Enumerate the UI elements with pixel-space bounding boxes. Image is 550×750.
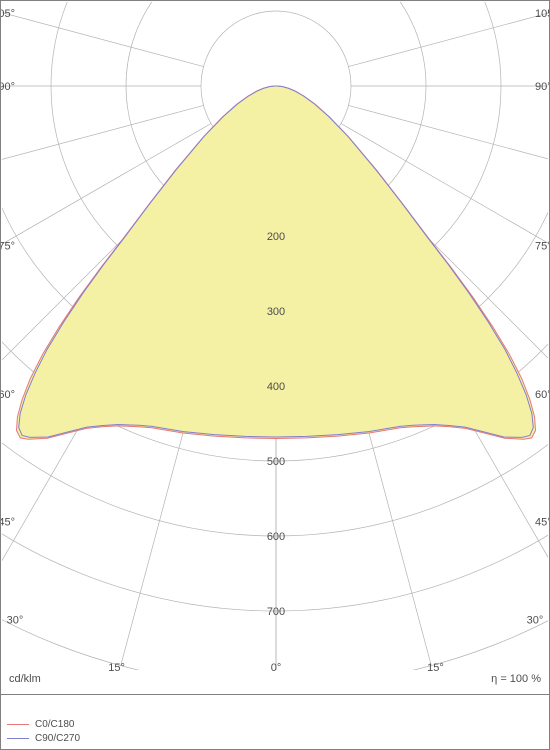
polar-photometric-chart: { "chart": { "type": "polar-photometric"… [0, 0, 550, 750]
angle-label: 60° [1, 389, 15, 401]
legend: C0/C180 C90/C270 [7, 717, 80, 745]
legend-label: C90/C270 [35, 733, 80, 744]
efficiency-label: η = 100 % [491, 673, 541, 685]
polar-plot: 2003004005006007000°15°15°30°30°45°45°60… [1, 1, 549, 691]
angle-label: 30° [527, 614, 544, 626]
angle-label: 45° [1, 517, 15, 529]
ring-label: 400 [267, 381, 285, 393]
angle-label: 45° [535, 517, 549, 529]
angle-label: 90° [535, 81, 549, 93]
legend-label: C0/C180 [35, 719, 74, 730]
angle-label: 90° [1, 81, 15, 93]
legend-item: C90/C270 [7, 731, 80, 745]
ring-label: 300 [267, 306, 285, 318]
angle-label: 105° [1, 8, 15, 20]
ring-label: 600 [267, 531, 285, 543]
legend-swatch [7, 738, 29, 739]
ring-label: 500 [267, 456, 285, 468]
axis-footer: cd/klm η = 100 % [1, 673, 549, 693]
ring-label: 200 [267, 231, 285, 243]
angle-label: 105° [535, 8, 549, 20]
angle-label: 75° [535, 240, 549, 252]
y-axis-label: cd/klm [9, 673, 41, 685]
legend-item: C0/C180 [7, 717, 80, 731]
angle-label: 60° [535, 389, 549, 401]
divider [1, 694, 549, 695]
legend-swatch [7, 724, 29, 725]
angle-label: 30° [7, 614, 24, 626]
ring-label: 700 [267, 606, 285, 618]
angle-label: 75° [1, 240, 15, 252]
